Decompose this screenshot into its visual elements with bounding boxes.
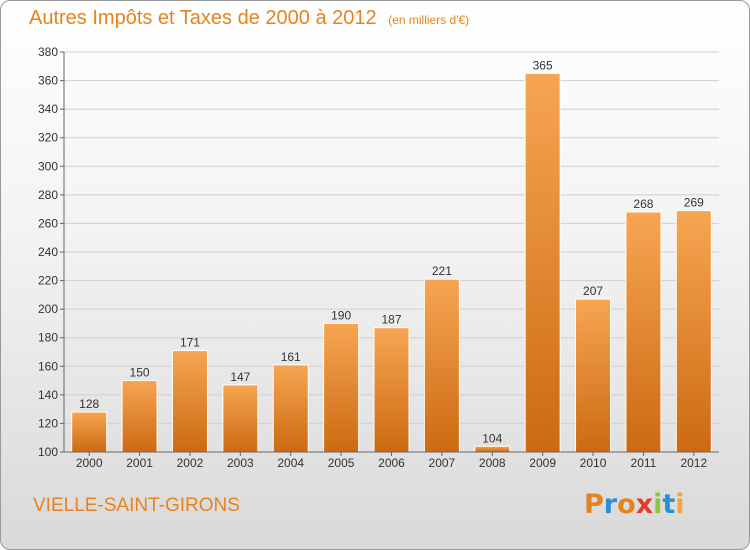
x-tick-label-2009: 2009 [529, 456, 556, 470]
x-tick-label-2006: 2006 [378, 456, 405, 470]
bar-2005 [323, 322, 360, 453]
x-tick-label-2011: 2011 [631, 456, 657, 470]
y-tick-label: 160 [38, 359, 58, 373]
data-label-2008: 104 [482, 431, 502, 445]
bar-2010 [575, 298, 612, 453]
logo-letter: i [653, 489, 663, 520]
bar-2004 [272, 364, 309, 453]
y-tick-label: 120 [38, 416, 58, 430]
bars [71, 72, 712, 453]
x-tick-label-2003: 2003 [227, 456, 254, 470]
x-tick-label-2008: 2008 [479, 456, 506, 470]
data-label-2009: 365 [533, 58, 553, 72]
bar-2003 [222, 384, 259, 453]
bar-2008 [474, 445, 511, 453]
bar-2000 [71, 411, 108, 453]
chart-title: Autres Impôts et Taxes de 2000 à 2012 (e… [29, 7, 469, 30]
x-tick-label-2004: 2004 [277, 456, 304, 470]
data-label-2005: 190 [331, 308, 351, 322]
bar-2002 [171, 350, 208, 453]
proxiti-logo: Proxiti [584, 489, 685, 520]
x-tick-label-2007: 2007 [429, 456, 456, 470]
y-tick-label: 260 [38, 216, 58, 230]
commune-name: VIELLE-SAINT-GIRONS [33, 495, 240, 516]
axes [60, 51, 719, 456]
x-tick-label-2001: 2001 [126, 456, 153, 470]
bar-2001 [121, 380, 158, 453]
logo-letter: r [603, 489, 618, 520]
x-tick-label-2010: 2010 [580, 456, 607, 470]
y-tick-label: 320 [38, 131, 58, 145]
data-label-2003: 147 [230, 370, 250, 384]
bar-2009 [524, 72, 561, 453]
data-label-2010: 207 [583, 284, 603, 298]
unit-text: (en milliers d'€) [388, 13, 470, 27]
data-label-2004: 161 [281, 350, 301, 364]
logo-letter: i [675, 489, 685, 520]
y-tick-label: 100 [38, 445, 58, 459]
y-tick-label: 180 [38, 331, 58, 345]
x-tick-label-2000: 2000 [76, 456, 103, 470]
logo-letter: t [662, 489, 676, 520]
data-label-2007: 221 [432, 264, 452, 278]
logo-letter: o [617, 489, 636, 520]
logo-letter: P [584, 489, 604, 520]
x-tick-label-2005: 2005 [328, 456, 355, 470]
bar-2011 [625, 211, 662, 453]
data-label-2011: 268 [633, 197, 653, 211]
logo-letter: x [635, 489, 654, 520]
title-text: Autres Impôts et Taxes de 2000 à 2012 [29, 7, 377, 29]
y-tick-label: 360 [38, 74, 58, 88]
bar-2006 [373, 327, 410, 453]
y-tick-label: 220 [38, 274, 58, 288]
bar-2012 [675, 210, 712, 453]
y-tick-label: 380 [38, 45, 58, 59]
y-tick-label: 140 [38, 388, 58, 402]
data-label-2000: 128 [79, 397, 99, 411]
data-label-2006: 187 [381, 313, 401, 327]
labels: 100 120 140 160 180 200 220 240 260 280 300 320 340 3… [38, 45, 708, 470]
data-label-2012: 269 [684, 196, 704, 210]
x-tick-label-2002: 2002 [177, 456, 204, 470]
data-label-2001: 150 [130, 366, 150, 380]
bar-2007 [423, 278, 460, 453]
y-tick-label: 340 [38, 102, 58, 116]
y-tick-label: 280 [38, 188, 58, 202]
x-tick-label-2012: 2012 [680, 456, 707, 470]
data-label-2002: 171 [180, 336, 200, 350]
y-tick-label: 240 [38, 245, 58, 259]
y-tick-label: 200 [38, 302, 58, 316]
y-tick-label: 300 [38, 159, 58, 173]
